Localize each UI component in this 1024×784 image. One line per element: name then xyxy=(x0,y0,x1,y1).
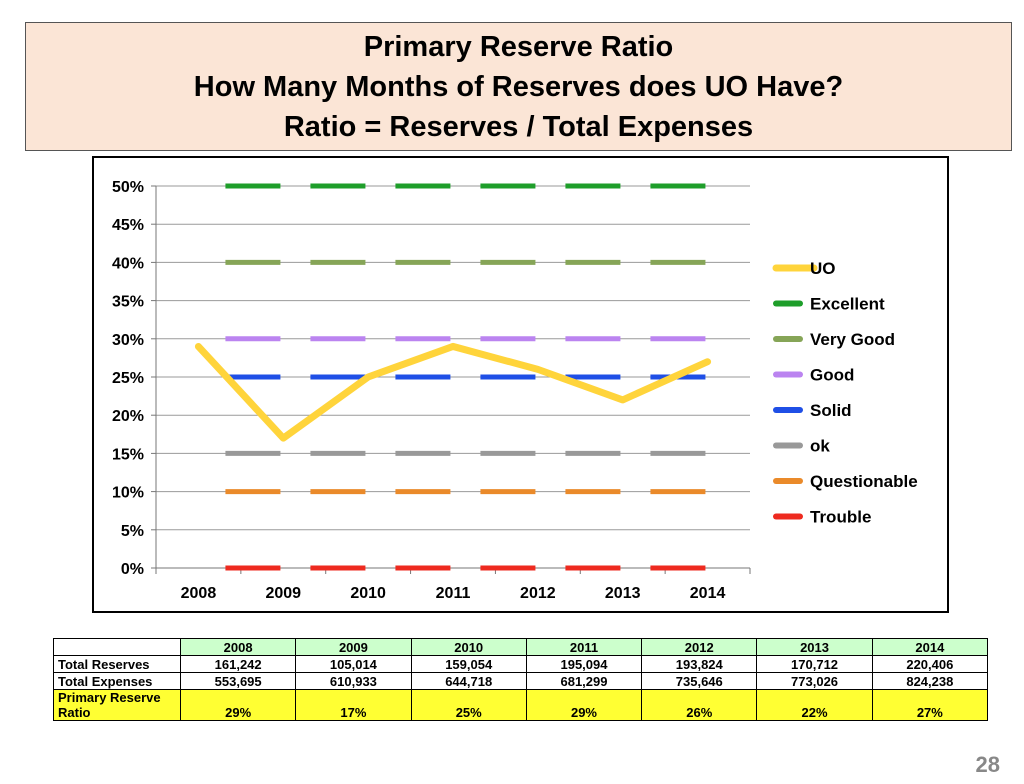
table-cell: 159,054 xyxy=(410,655,527,673)
table-cell: 553,695 xyxy=(179,672,297,690)
chart-frame: 0% 5% 10% 15% 20% 25% 30% 35% 40% 45% 50% 2008 2009 2… xyxy=(92,156,949,613)
legend-label-ok: ok xyxy=(810,437,830,456)
y-tick-label: 35% xyxy=(112,294,144,311)
y-tick-label: 40% xyxy=(112,255,144,272)
table-cell: 17% xyxy=(295,689,412,721)
table-row-primary-reserve-ratio: Primary Reserve Ratio 29% 17% 25% 29% 26%… xyxy=(53,689,989,721)
x-tick-label: 2013 xyxy=(605,585,641,602)
table-corner-cell xyxy=(53,638,181,656)
y-tick-label: 45% xyxy=(112,217,144,234)
table-cell: 26% xyxy=(641,689,758,721)
row-label: Total Reserves xyxy=(53,655,181,673)
table-cell: 29% xyxy=(525,689,643,721)
legend-label-solid: Solid xyxy=(810,401,852,420)
x-tick-label: 2011 xyxy=(436,585,471,602)
table-cell: 193,824 xyxy=(641,655,758,673)
title-line-2: How Many Months of Reserves does UO Have… xyxy=(193,70,844,103)
table-cell: 610,933 xyxy=(295,672,412,690)
data-table: 2008 2009 2010 2011 2012 2013 2014 Total… xyxy=(53,638,989,721)
title-line-1: Primary Reserve Ratio xyxy=(363,30,674,63)
table-cell: 824,238 xyxy=(871,672,989,690)
y-tick-label: 25% xyxy=(112,370,144,387)
x-tick-label: 2009 xyxy=(265,585,301,602)
table-cell: 161,242 xyxy=(179,655,297,673)
y-tick-label: 5% xyxy=(121,523,144,540)
legend-label-excellent: Excellent xyxy=(810,295,885,314)
table-cell: 105,014 xyxy=(295,655,412,673)
y-tick-label: 30% xyxy=(112,332,144,349)
legend-label-questionable: Questionable xyxy=(810,472,918,491)
table-header-row: 2008 2009 2010 2011 2012 2013 2014 xyxy=(53,638,989,656)
x-tick-label: 2014 xyxy=(690,585,726,602)
title-line-3: Ratio = Reserves / Total Expenses xyxy=(283,110,754,143)
table-row-total-reserves: Total Reserves 161,242 105,014 159,054 1… xyxy=(53,655,989,673)
title-box: Primary Reserve Ratio How Many Months of… xyxy=(25,22,1012,151)
y-tick-label: 20% xyxy=(112,408,144,425)
y-tick-label: 50% xyxy=(112,179,144,196)
page-number: 28 xyxy=(975,752,1000,777)
table-row-total-expenses: Total Expenses 553,695 610,933 644,718 6… xyxy=(53,672,989,690)
x-tick-label: 2012 xyxy=(520,585,556,602)
table-cell: 25% xyxy=(410,689,527,721)
x-tick-label: 2008 xyxy=(181,585,217,602)
table-year-header: 2014 xyxy=(871,638,989,656)
table-cell: 735,646 xyxy=(641,672,758,690)
legend-label-uo: UO xyxy=(810,259,836,278)
table-cell: 170,712 xyxy=(756,655,873,673)
row-label: Primary Reserve Ratio xyxy=(53,689,181,721)
table-year-header: 2009 xyxy=(295,638,412,656)
legend-label-trouble: Trouble xyxy=(810,508,871,527)
line-chart: 0% 5% 10% 15% 20% 25% 30% 35% 40% 45% 50% 2008 2009 2… xyxy=(112,179,918,602)
y-tick-label: 15% xyxy=(112,446,144,463)
table-cell: 681,299 xyxy=(525,672,643,690)
legend-label-good: Good xyxy=(810,366,854,385)
table-cell: 27% xyxy=(871,689,989,721)
table-cell: 220,406 xyxy=(871,655,989,673)
table-cell: 22% xyxy=(756,689,873,721)
row-label-line: Primary Reserve xyxy=(58,690,161,705)
table-year-header: 2012 xyxy=(641,638,758,656)
x-tick-label: 2010 xyxy=(350,585,386,602)
legend-label-very-good: Very Good xyxy=(810,330,895,349)
series-line-uo xyxy=(194,342,712,442)
y-tick-label: 10% xyxy=(112,485,144,502)
table-year-header: 2008 xyxy=(179,638,297,656)
table-year-header: 2010 xyxy=(410,638,527,656)
y-tick-label: 0% xyxy=(121,561,144,578)
table-year-header: 2013 xyxy=(756,638,873,656)
table-cell: 29% xyxy=(179,689,297,721)
table-cell: 644,718 xyxy=(410,672,527,690)
table-cell: 195,094 xyxy=(525,655,643,673)
table-year-header: 2011 xyxy=(525,638,643,656)
row-label-line: Ratio xyxy=(58,705,91,720)
row-label: Total Expenses xyxy=(53,672,181,690)
table-cell: 773,026 xyxy=(756,672,873,690)
